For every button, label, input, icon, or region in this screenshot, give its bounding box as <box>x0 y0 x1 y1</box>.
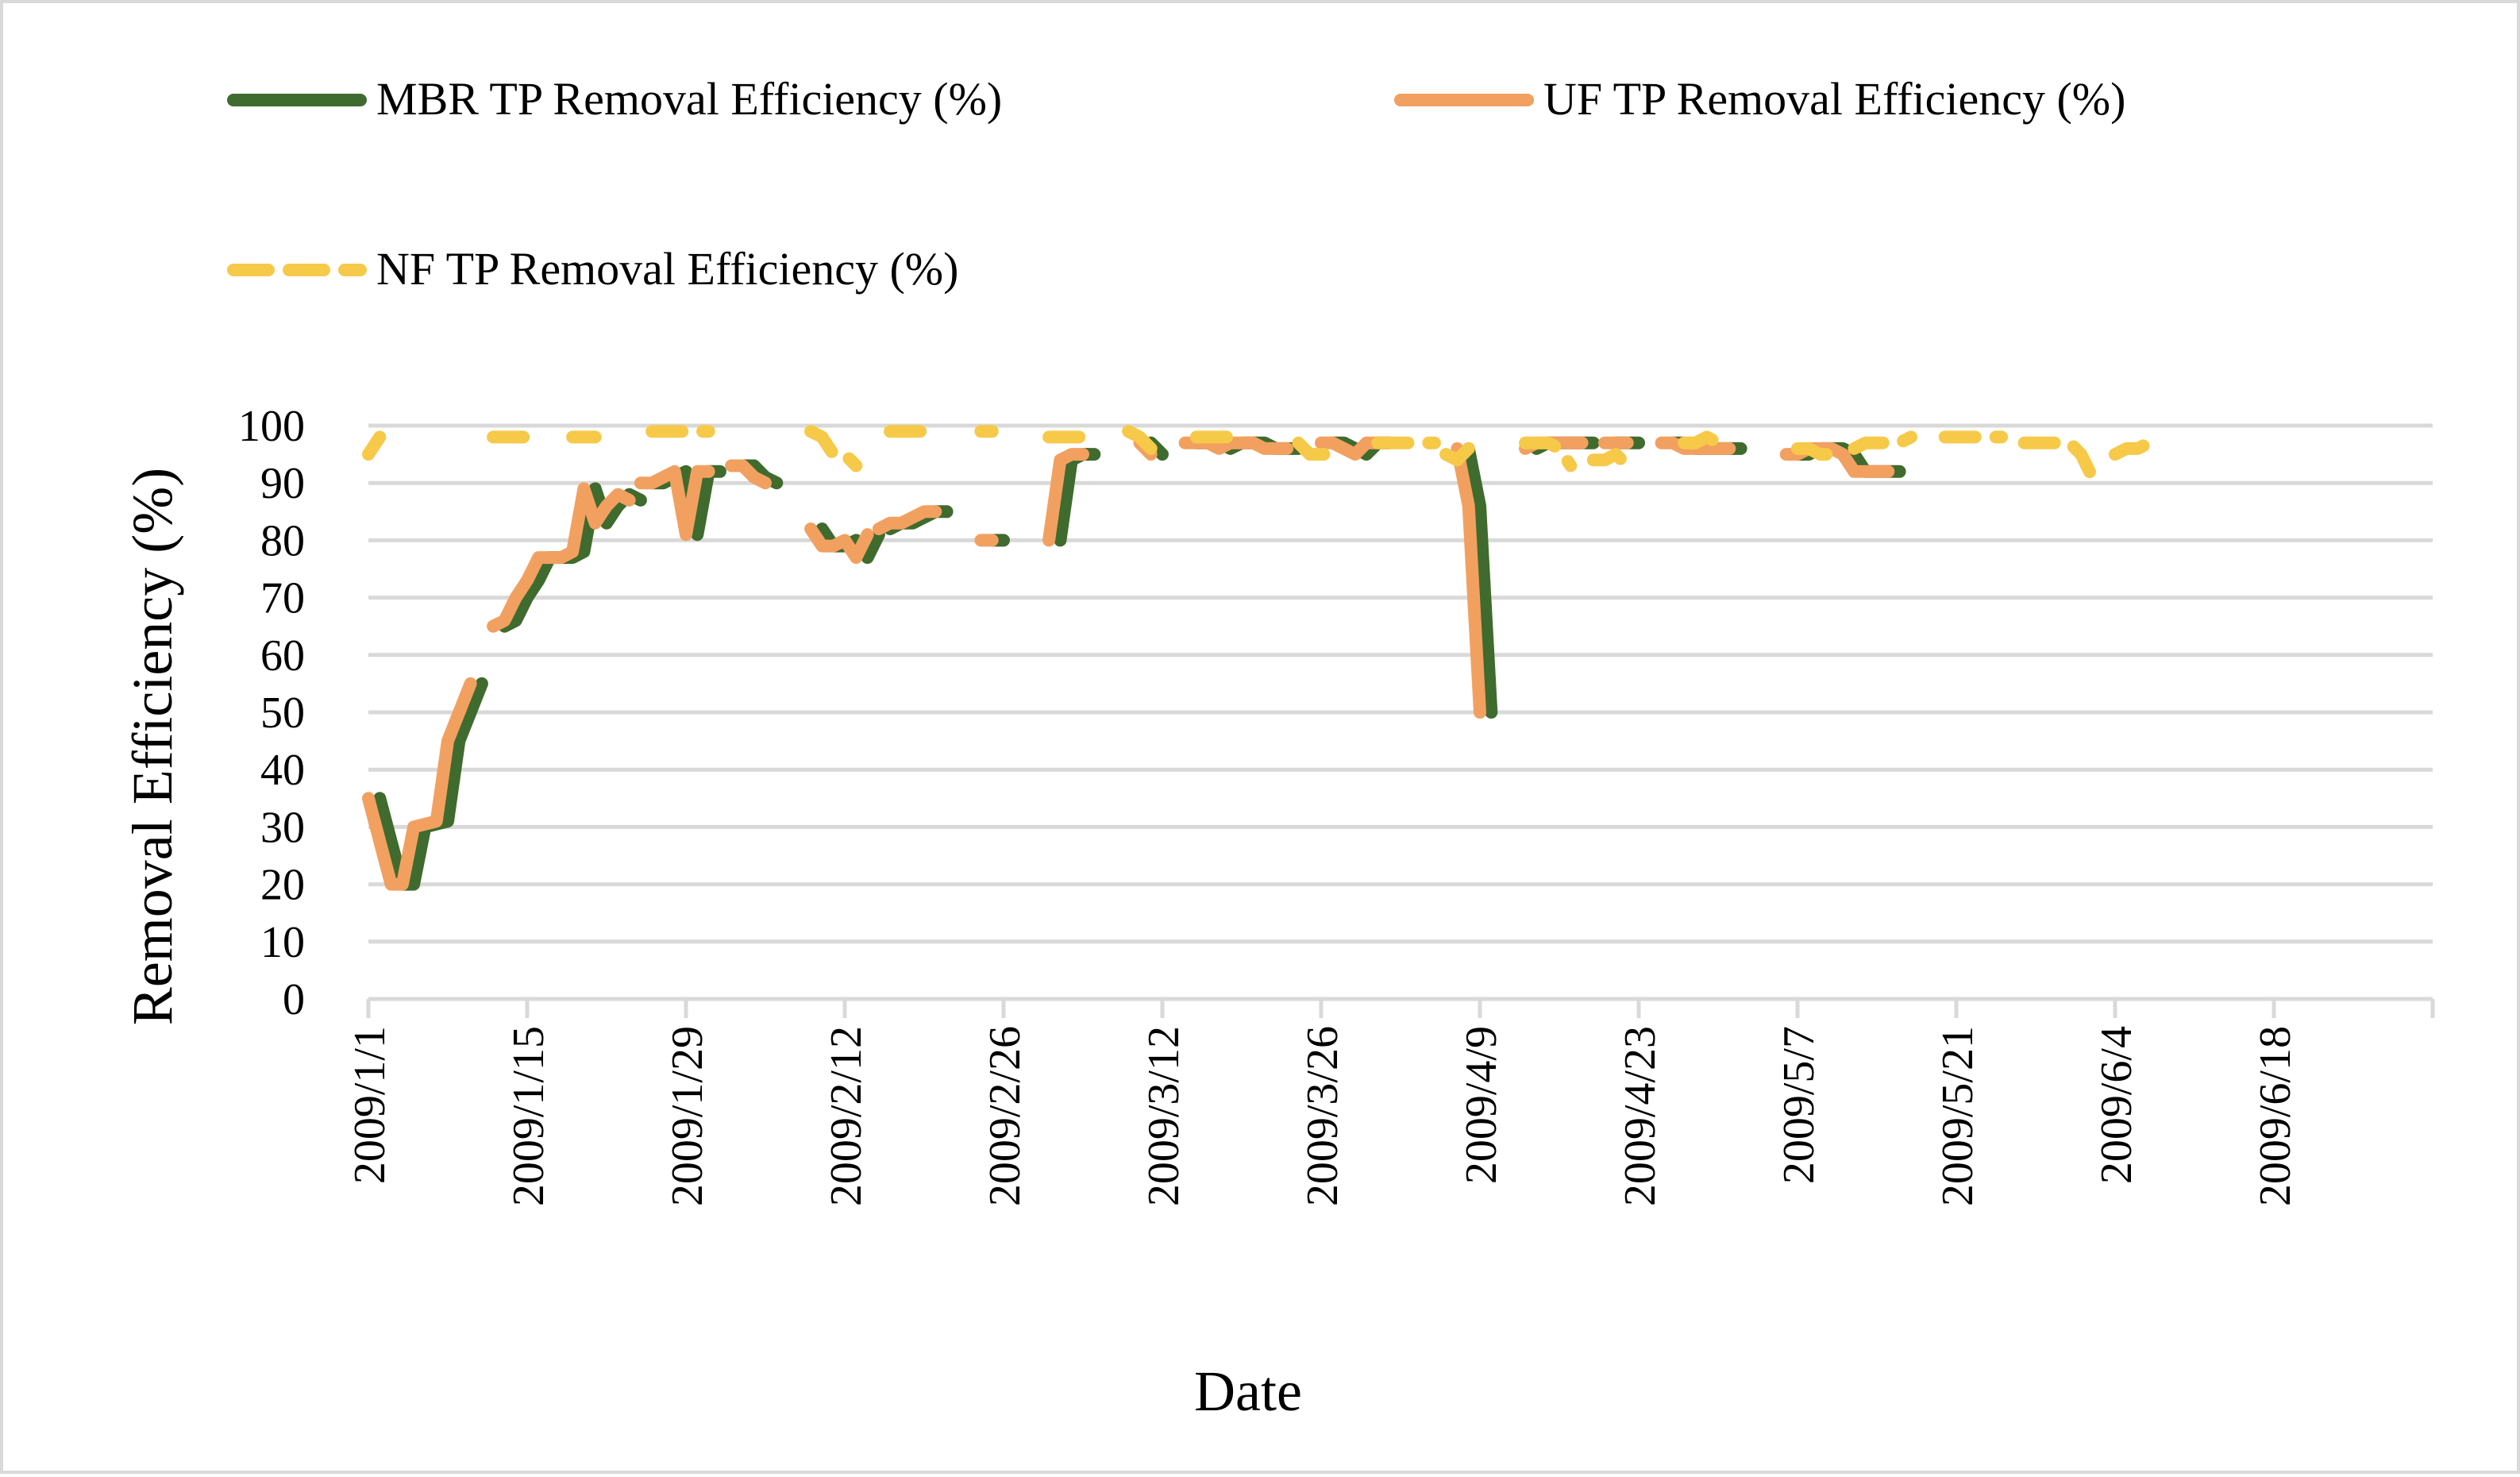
series-line-segment <box>1848 430 1917 455</box>
series-line-segment <box>1315 436 1385 461</box>
series-line-segment <box>1439 442 1475 467</box>
series-line-segment <box>1122 425 1158 455</box>
x-tick-label: 2009/3/26 <box>1298 1026 1347 1206</box>
legend-item-nf: NF TP Removal Efficiency (%) <box>227 243 958 295</box>
y-tick-label: 80 <box>260 516 305 565</box>
x-tick-label: 2009/5/7 <box>1774 1026 1824 1184</box>
x-tick-labels: 2009/1/1 2009/1/15 2009/1/29 2009/2/12 2009/… <box>345 1026 2300 1206</box>
legend-label-mbr: MBR TP Removal Efficiency (%) <box>376 73 1002 125</box>
y-tick-label: 50 <box>260 688 305 738</box>
series-line-segment <box>1678 430 1724 449</box>
x-tick-label: 2009/1/1 <box>345 1026 395 1184</box>
series-line-segment <box>804 425 863 472</box>
gridlines <box>368 423 2433 944</box>
series-line-segment <box>1178 436 1294 455</box>
series-line-segment <box>2017 436 2099 484</box>
series-lines <box>362 425 2167 891</box>
legend-item-uf: UF TP Removal Efficiency (%) <box>1394 73 2125 125</box>
y-tick-label: 30 <box>260 803 305 852</box>
x-tick-label: 2009/6/4 <box>2092 1026 2141 1184</box>
series-line-segment <box>634 465 715 542</box>
series-nf <box>362 425 2167 484</box>
series-uf <box>362 436 1895 891</box>
legend-label-nf: NF TP Removal Efficiency (%) <box>376 243 958 295</box>
x-tick-label: 2009/3/12 <box>1139 1026 1189 1206</box>
x-tick-label: 2009/6/18 <box>2251 1026 2300 1206</box>
y-tick-label: 60 <box>260 631 305 681</box>
x-axis-title: Date <box>1194 1359 1302 1423</box>
legend-item-mbr: MBR TP Removal Efficiency (%) <box>227 73 1002 125</box>
y-tick-labels: 0 10 20 30 40 50 60 70 80 90 100 <box>238 402 305 1024</box>
x-tick-label: 2009/2/12 <box>822 1026 871 1206</box>
series-line-segment <box>1519 436 1578 472</box>
series-line-segment <box>1292 436 1351 461</box>
series-line-segment <box>362 430 387 461</box>
series-line-segment <box>804 523 874 565</box>
series-line-segment <box>362 677 477 891</box>
line-chart: 0 10 20 30 40 50 60 70 80 90 100 2009/1/1 2009/1/15… <box>121 73 2435 1423</box>
y-tick-label: 10 <box>260 918 305 967</box>
series-line-segment <box>1462 442 1498 719</box>
series-line-segment <box>487 482 636 633</box>
x-tick-label: 2009/4/9 <box>1457 1026 1506 1184</box>
legend-label-uf: UF TP Removal Efficiency (%) <box>1543 73 2125 125</box>
y-tick-label: 90 <box>260 459 305 508</box>
series-line-segment <box>1791 442 1838 461</box>
series-line-segment <box>2109 430 2167 461</box>
x-tick-label: 2009/2/26 <box>981 1026 1030 1206</box>
legend: MBR TP Removal Efficiency (%) UF TP Remo… <box>227 73 2125 295</box>
series-line-segment <box>725 459 772 490</box>
y-tick-label: 40 <box>260 746 305 795</box>
x-tick-label: 2009/4/23 <box>1616 1026 1665 1206</box>
x-tick-label: 2009/5/21 <box>1933 1026 1982 1206</box>
y-axis-title: Removal Efficiency (%) <box>121 468 184 1025</box>
y-tick-label: 0 <box>283 975 305 1024</box>
series-line-segment <box>1042 448 1089 547</box>
series-line-segment <box>1586 448 1634 472</box>
y-tick-label: 70 <box>260 574 305 623</box>
series-line-segment <box>1451 442 1486 719</box>
x-tick-label: 2009/1/29 <box>663 1026 712 1206</box>
series-line-segment <box>872 505 942 535</box>
x-axis <box>366 997 2435 1018</box>
x-tick-label: 2009/1/15 <box>504 1026 553 1206</box>
y-tick-label: 20 <box>260 861 305 910</box>
y-tick-label: 100 <box>238 402 305 451</box>
